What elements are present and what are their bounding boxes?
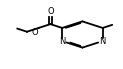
Text: O: O bbox=[31, 28, 38, 37]
Text: O: O bbox=[47, 7, 54, 16]
Text: N: N bbox=[59, 37, 65, 46]
Text: N: N bbox=[100, 37, 106, 46]
